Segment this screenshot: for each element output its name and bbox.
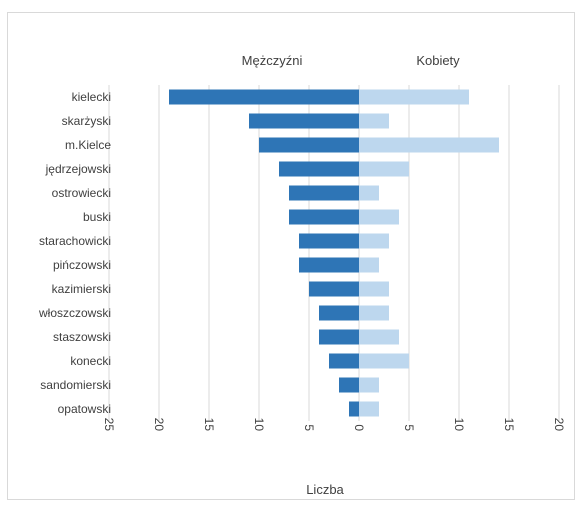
category-label: opatowski (58, 402, 111, 416)
bar-men (259, 137, 359, 153)
bar-women (359, 305, 389, 321)
category-label: buski (83, 210, 111, 224)
bar-women (359, 257, 379, 273)
x-tick-label: 0 (352, 424, 366, 431)
bar-men (319, 329, 359, 345)
x-tick-label: 5 (402, 424, 416, 431)
bar-men (289, 209, 359, 225)
x-tick-label: 25 (102, 418, 116, 432)
x-tick-label: 20 (552, 418, 566, 432)
x-tick-label: 15 (502, 418, 516, 432)
x-tick-label: 10 (252, 418, 266, 432)
bar-women (359, 113, 389, 129)
x-tick-label: 15 (202, 418, 216, 432)
category-label: kazimierski (52, 282, 111, 296)
bar-women (359, 137, 499, 153)
category-label: skarżyski (62, 114, 111, 128)
category-label: włoszczowski (38, 306, 111, 320)
bar-women (359, 209, 399, 225)
bar-men (289, 185, 359, 201)
bar-men (349, 401, 359, 417)
bar-men (319, 305, 359, 321)
category-label: ostrowiecki (52, 186, 111, 200)
series-label-men: Mężczyźni (242, 53, 303, 68)
bar-women (359, 401, 379, 417)
category-label: staszowski (53, 330, 111, 344)
bars (169, 89, 499, 417)
bar-men (249, 113, 359, 129)
category-label: sandomierski (40, 378, 111, 392)
bar-women (359, 329, 399, 345)
bar-men (329, 353, 359, 369)
bar-men (339, 377, 359, 393)
bar-women (359, 281, 389, 297)
series-label-women: Kobiety (416, 53, 460, 68)
bar-women (359, 377, 379, 393)
bar-men (299, 233, 359, 249)
bar-women (359, 353, 409, 369)
category-label: starachowicki (39, 234, 111, 248)
x-axis-title: Liczba (306, 482, 344, 497)
x-tick-label: 10 (452, 418, 466, 432)
bar-men (299, 257, 359, 273)
bar-men (169, 89, 359, 105)
bar-men (309, 281, 359, 297)
category-label: pińczowski (53, 258, 111, 272)
category-labels: kielecki skarżyski m.Kielce jędrzejowski ost… (38, 90, 111, 416)
bar-women (359, 233, 389, 249)
category-label: jędrzejowski (45, 162, 111, 176)
bar-men (279, 161, 359, 177)
bar-women (359, 161, 409, 177)
bar-women (359, 89, 469, 105)
x-tick-label: 20 (152, 418, 166, 432)
category-label: kielecki (72, 90, 111, 104)
x-tick-label: 5 (302, 424, 316, 431)
x-tick-labels: 25 20 15 10 5 0 5 10 15 20 (102, 418, 566, 432)
category-label: konecki (70, 354, 111, 368)
gridlines (108, 85, 560, 421)
bar-women (359, 185, 379, 201)
category-label: m.Kielce (65, 138, 111, 152)
